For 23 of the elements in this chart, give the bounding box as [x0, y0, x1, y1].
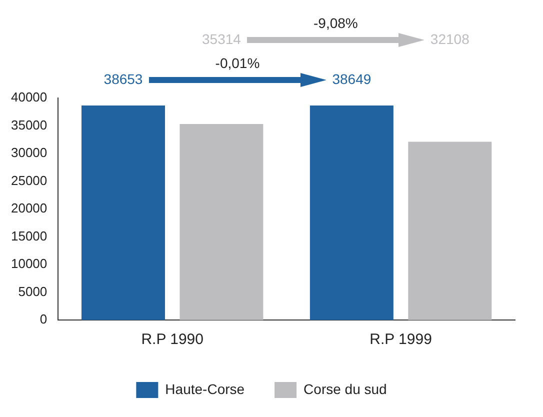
- y-tick-label: 20000: [10, 200, 48, 216]
- legend-label: Haute-Corse: [165, 380, 245, 397]
- text: -0,01%: [215, 54, 260, 71]
- text: -9,08%: [314, 14, 358, 31]
- bar: [408, 142, 492, 320]
- x-tick-label: R.P 1990: [141, 331, 204, 348]
- bar: [310, 106, 394, 320]
- y-tick-label: 40000: [10, 90, 48, 105]
- y-tick-label: 25000: [10, 172, 48, 188]
- bar: [82, 105, 165, 320]
- y-tick-label: 5000: [18, 284, 48, 299]
- y-tick-label: 10000: [10, 256, 48, 272]
- legend-label: Corse du sud: [304, 380, 387, 397]
- data-label: 32108: [430, 30, 470, 47]
- data-label: 38649: [332, 70, 372, 87]
- data-label: 38653: [104, 70, 143, 87]
- x-tick-label: R.P 1999: [370, 331, 432, 348]
- y-tick-label: 30000: [10, 145, 48, 160]
- bar: [180, 124, 264, 320]
- y-tick-label: 0: [40, 312, 48, 327]
- y-tick-label: 35000: [10, 117, 48, 132]
- data-label: 35314: [202, 30, 242, 47]
- y-tick-label: 15000: [10, 228, 48, 244]
